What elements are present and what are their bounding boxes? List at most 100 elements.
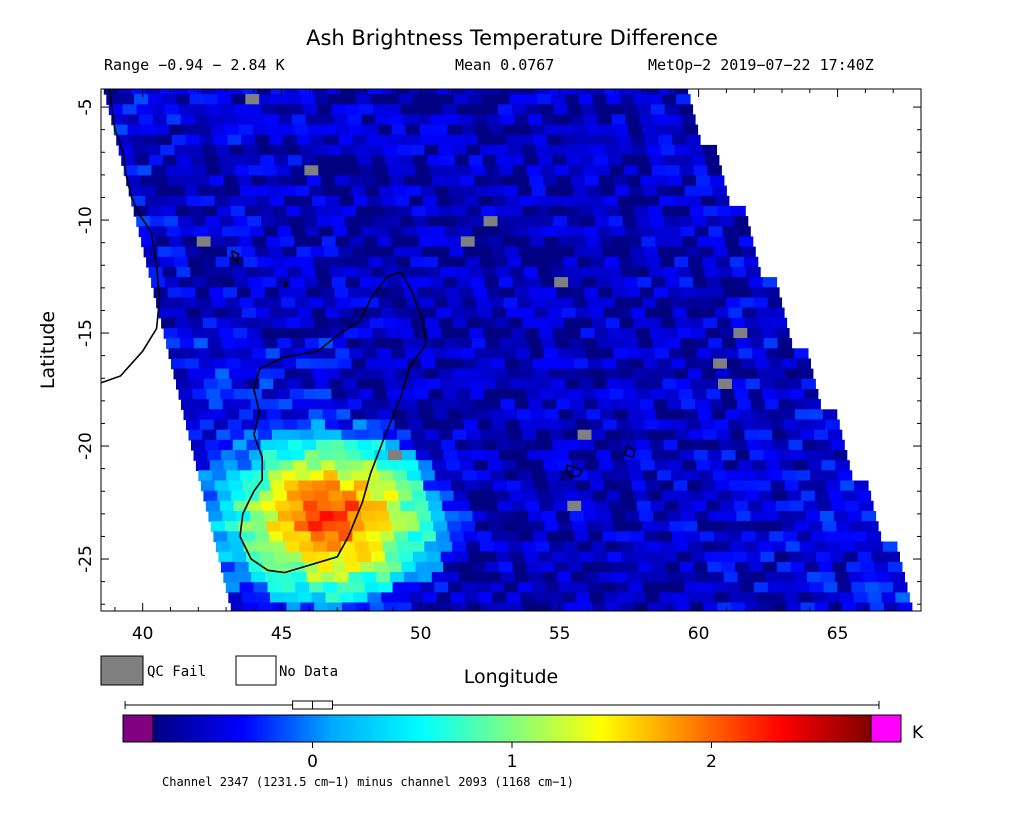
heatmap-cell [772,429,787,441]
heatmap-cell [646,256,661,268]
heatmap-cell [526,165,542,177]
heatmap-cell [522,317,537,329]
heatmap-cell [575,195,591,207]
heatmap-cell [548,89,563,95]
heatmap-cell [337,185,352,197]
heatmap-cell [451,368,466,380]
heatmap-cell [452,541,467,553]
heatmap-cell [808,409,824,421]
heatmap-cell [613,236,629,248]
heatmap-cell [417,399,432,410]
heatmap-cell [508,429,523,441]
heatmap-cell [736,399,752,410]
heatmap-cell [662,267,678,278]
heatmap-cell [614,124,629,136]
heatmap-cell [243,256,258,268]
heatmap-cell [207,450,222,461]
heatmap-cell [503,297,518,309]
heatmap-cell [517,409,532,421]
heatmap-cell [307,236,323,248]
heatmap-cell [295,185,310,197]
heatmap-cell [857,551,873,563]
heatmap-cell [516,348,531,360]
heatmap-cell [468,439,484,451]
heatmap-cell [382,144,398,156]
heatmap-cell [207,165,222,177]
heatmap-cell [387,389,402,400]
heatmap-cell [703,317,718,329]
heatmap-cell [425,94,441,105]
heatmap-cell [493,541,509,553]
heatmap-cell [531,185,547,197]
heatmap-cell [742,307,757,319]
heatmap-cell [436,195,452,207]
heatmap-cell [300,205,315,217]
heatmap-cell [761,328,776,339]
heatmap-cell [227,419,243,431]
heatmap-cell [286,205,302,217]
heatmap-cell [309,582,324,593]
heatmap-cell [346,450,361,461]
heatmap-cell [600,521,615,532]
heatmap-cell [702,144,717,156]
heatmap-cell [251,175,266,187]
heatmap-cell [438,256,453,268]
heatmap-cell [685,358,700,370]
heatmap-cell [783,419,799,431]
heatmap-cell [315,155,331,166]
heatmap-cell [678,500,693,512]
heatmap-cell [510,267,525,278]
heatmap-cell [626,460,642,471]
heatmap-cell [495,378,511,390]
heatmap-cell [667,399,682,410]
heatmap-cell [417,114,432,126]
heatmap-cell [583,511,599,522]
heatmap-cell [376,287,391,299]
heatmap-cell [653,511,668,522]
heatmap-cell [481,490,496,502]
heatmap-cell [562,89,577,95]
heatmap-cell [587,582,602,593]
heatmap-cell [634,205,649,217]
heatmap-cell [706,389,722,400]
heatmap-cell [161,94,177,105]
heatmap-cell [693,165,708,177]
heatmap-cell [735,561,750,573]
heatmap-cell [598,572,614,583]
heatmap-cell [264,511,279,522]
heatmap-cell [320,175,336,187]
heatmap-cell [481,378,497,390]
heatmap-cell [165,165,180,177]
heatmap-cell [256,592,271,604]
heatmap-cell [467,94,483,105]
heatmap-cell [734,613,749,624]
heatmap-cell [430,338,445,349]
heatmap-cell [834,572,850,583]
heatmap-cell [450,307,465,319]
heatmap-cell [540,165,556,177]
heatmap-cell [395,195,410,207]
heatmap-cell [743,480,758,492]
heatmap-cell [549,256,564,268]
heatmap-cell [672,531,687,543]
heatmap-cell [195,287,210,299]
heatmap-cell [680,226,696,238]
heatmap-cell [337,470,352,482]
heatmap-cell [828,490,844,502]
heatmap-cell [247,104,263,116]
heatmap-cell [836,521,851,532]
heatmap-cell [651,277,666,288]
heatmap-cell [698,470,714,482]
heatmap-cell [189,378,205,390]
heatmap-cell [580,216,596,227]
heatmap-cell [530,521,545,532]
heatmap-cell [334,460,350,471]
heatmap-cell [172,195,188,207]
heatmap-cell [214,480,230,492]
heatmap-cell [285,256,300,268]
heatmap-cell [204,439,220,451]
heatmap-cell [526,277,541,288]
heatmap-cell [567,389,583,400]
colorbar-over-swatch [870,714,902,743]
heatmap-cell [779,460,795,471]
